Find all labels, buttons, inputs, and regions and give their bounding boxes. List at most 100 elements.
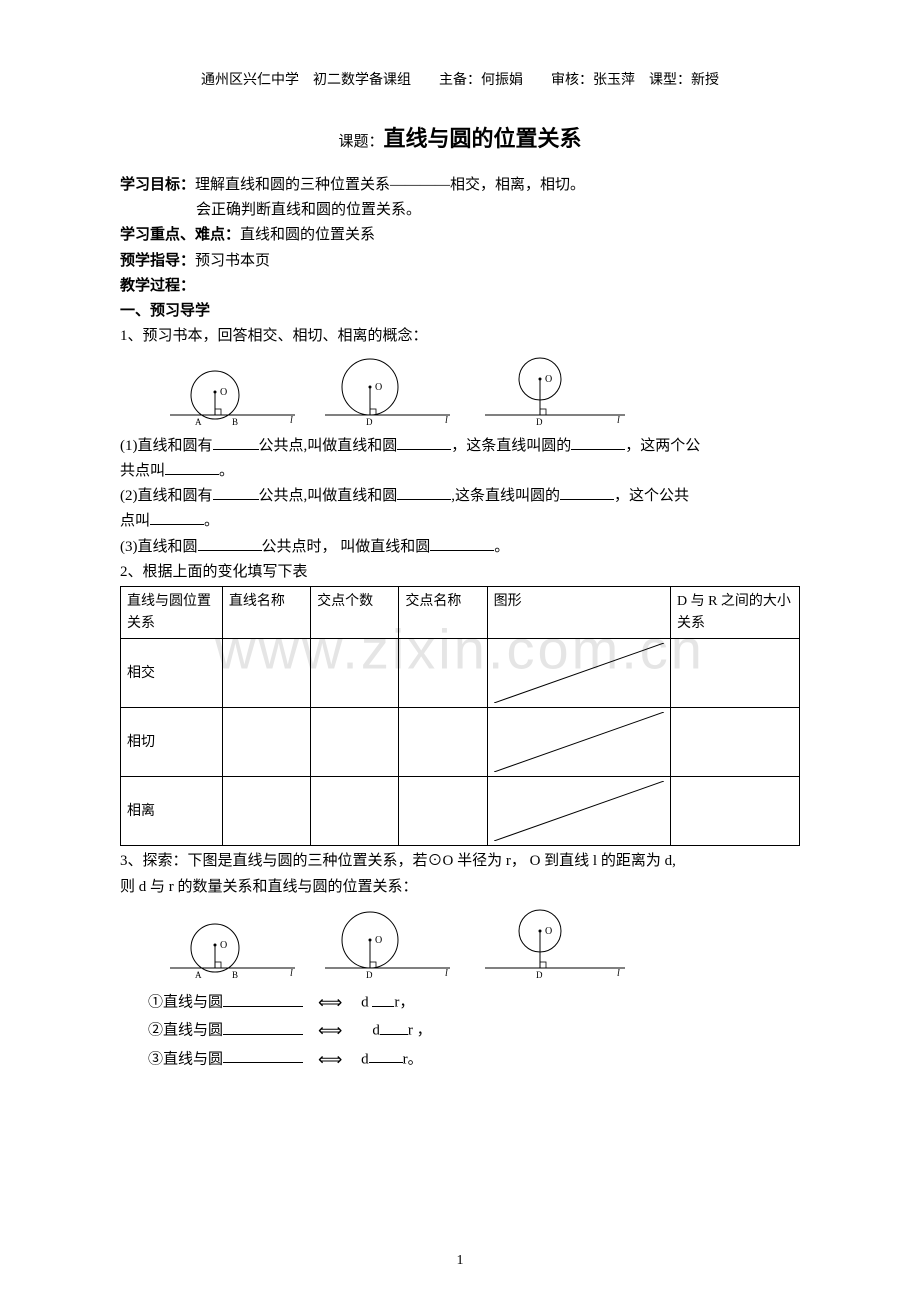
q1d: ，这两个公 xyxy=(625,438,700,454)
blank xyxy=(213,435,259,450)
q1c: ，这条直线叫圆的 xyxy=(451,438,571,454)
svg-text:l: l xyxy=(617,968,620,979)
q2a: (2)直线和圆有 xyxy=(120,488,213,504)
blank xyxy=(223,1048,303,1063)
q2c: ,这条直线叫圆的 xyxy=(451,488,560,504)
goal-label: 学习目标： xyxy=(120,177,195,193)
item2: 2、根据上面的变化填写下表 xyxy=(120,561,800,584)
blank xyxy=(430,536,494,551)
item1: 1、预习书本，回答相交、相切、相离的概念： xyxy=(120,325,800,348)
svg-text:l: l xyxy=(290,415,293,426)
blank xyxy=(560,485,614,500)
svg-text:O: O xyxy=(220,940,227,951)
title-main: 直线与圆的位置关系 xyxy=(384,126,582,151)
process-label: 教学过程： xyxy=(120,275,800,298)
blank xyxy=(397,485,451,500)
svg-text:D: D xyxy=(536,417,543,427)
dot: 。 xyxy=(494,539,509,555)
title: 课题：直线与圆的位置关系 xyxy=(120,122,800,156)
th1: 直线与圆位置关系 xyxy=(121,587,223,639)
blank xyxy=(165,460,219,475)
svg-text:B: B xyxy=(232,417,238,427)
p1a: ①直线与圆 xyxy=(148,995,223,1011)
svg-text:O: O xyxy=(545,374,552,385)
explore-line2: 则 d 与 r 的数量关系和直线与圆的位置关系： xyxy=(120,876,800,899)
keypoint-text: 直线和圆的位置关系 xyxy=(240,227,375,243)
q1e: 共点叫 xyxy=(120,463,165,479)
diagram-three-positions: O A B l O D l O xyxy=(170,357,640,427)
p3a: ③直线与圆 xyxy=(148,1051,223,1067)
keypoint-label: 学习重点、难点： xyxy=(120,227,240,243)
svg-text:D: D xyxy=(366,970,373,980)
q2d: ，这个公共 xyxy=(614,488,689,504)
section-goals: 学习目标：理解直线和圆的三种位置关系————相交，相离，相切。 会正确判断直线和… xyxy=(120,174,800,349)
blank xyxy=(380,1020,408,1035)
q3b: 公共点时， 叫做直线和圆 xyxy=(262,539,431,555)
blank xyxy=(397,435,451,450)
p2a: ②直线与圆 xyxy=(148,1023,223,1039)
svg-text:O: O xyxy=(220,387,227,398)
figure-cell xyxy=(487,708,670,777)
row-label: 相交 xyxy=(121,639,223,708)
iff-icon: ⟺ xyxy=(318,1050,342,1069)
explore-section: 3、探索：下图是直线与圆的三种位置关系，若⊙O 半径为 r， O 到直线 l 的… xyxy=(120,850,800,899)
explore-line1: 3、探索：下图是直线与圆的三种位置关系，若⊙O 半径为 r， O 到直线 l 的… xyxy=(120,850,800,873)
svg-text:l: l xyxy=(290,968,293,979)
figure-cell xyxy=(487,639,670,708)
diagram-three-positions-2: O A B l O D l O xyxy=(170,907,640,982)
page-number: 1 xyxy=(0,1250,920,1272)
blank xyxy=(369,1048,403,1063)
figure-cell xyxy=(487,777,670,846)
blank xyxy=(198,536,262,551)
th5: 图形 xyxy=(487,587,670,639)
blank xyxy=(223,1020,303,1035)
q2b: 公共点,叫做直线和圆 xyxy=(259,488,398,504)
svg-text:l: l xyxy=(617,415,620,426)
table-header-row: 直线与圆位置关系 直线名称 交点个数 交点名称 图形 D 与 R 之间的大小关系 xyxy=(121,587,800,639)
svg-text:l: l xyxy=(445,415,448,426)
iff-lines: ①直线与圆 ⟺ d r， ②直线与圆 ⟺ dr ， ③直线与圆 ⟺ dr。 xyxy=(148,990,800,1073)
svg-text:B: B xyxy=(232,970,238,980)
q2e: 点叫 xyxy=(120,513,150,529)
svg-text:D: D xyxy=(366,417,373,427)
svg-text:D: D xyxy=(536,970,543,980)
goal-text-1: 理解直线和圆的三种位置关系————相交，相离，相切。 xyxy=(195,177,585,193)
blank xyxy=(372,992,394,1007)
table-row: 相切 xyxy=(121,708,800,777)
svg-text:O: O xyxy=(545,926,552,937)
row-label: 相离 xyxy=(121,777,223,846)
prestudy-text: 预习书本页 xyxy=(195,253,270,269)
blank xyxy=(571,435,625,450)
diagram-row-1: O A B l O D l O xyxy=(170,357,800,427)
iff-icon: ⟺ xyxy=(318,1021,342,1040)
goal-text-2: 会正确判断直线和圆的位置关系。 xyxy=(196,202,421,218)
blank xyxy=(223,992,303,1007)
table-row: 相离 xyxy=(121,777,800,846)
dot: 。 xyxy=(204,513,219,529)
title-prefix: 课题： xyxy=(338,134,383,150)
page-content: 通州区兴仁中学 初二数学备课组 主备：何振娟 审核：张玉萍 课型：新授 课题：直… xyxy=(120,70,800,1073)
svg-text:O: O xyxy=(375,935,382,946)
th2: 直线名称 xyxy=(222,587,310,639)
th6: D 与 R 之间的大小关系 xyxy=(670,587,799,639)
svg-text:A: A xyxy=(195,417,202,427)
blank xyxy=(150,510,204,525)
fill-blanks: (1)直线和圆有公共点,叫做直线和圆，这条直线叫圆的，这两个公 共点叫。 (2)… xyxy=(120,435,800,585)
table-row: 相交 xyxy=(121,639,800,708)
th4: 交点名称 xyxy=(399,587,487,639)
svg-text:l: l xyxy=(445,968,448,979)
svg-text:A: A xyxy=(195,970,202,980)
relationship-table: 直线与圆位置关系 直线名称 交点个数 交点名称 图形 D 与 R 之间的大小关系… xyxy=(120,586,800,846)
dot: 。 xyxy=(219,463,234,479)
q1b: 公共点,叫做直线和圆 xyxy=(259,438,398,454)
diagram-row-2: O A B l O D l O xyxy=(170,907,800,982)
row-label: 相切 xyxy=(121,708,223,777)
blank xyxy=(213,485,259,500)
page-header: 通州区兴仁中学 初二数学备课组 主备：何振娟 审核：张玉萍 课型：新授 xyxy=(120,70,800,92)
iff-icon: ⟺ xyxy=(318,993,342,1012)
q1a: (1)直线和圆有 xyxy=(120,438,213,454)
section1-label: 一、预习导学 xyxy=(120,300,800,323)
prestudy-label: 预学指导： xyxy=(120,253,195,269)
q3a: (3)直线和圆 xyxy=(120,539,198,555)
svg-text:O: O xyxy=(375,382,382,393)
